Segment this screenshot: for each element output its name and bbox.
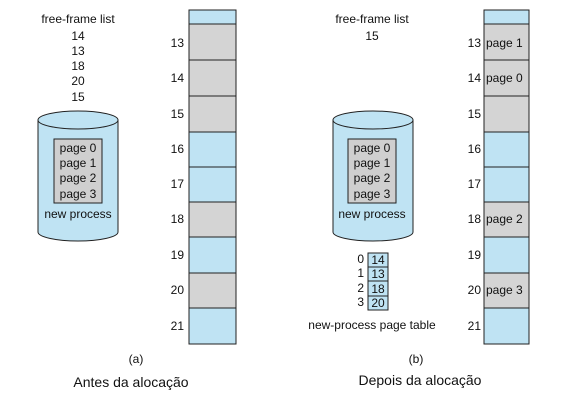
memory-frame-20 xyxy=(188,272,237,309)
new-process-cylinder-a: page 0 page 1 page 2 page 3 new process xyxy=(37,110,119,242)
frame-number: 17 xyxy=(171,177,185,191)
frame-content: page 2 xyxy=(486,212,523,226)
page-table: 0 1 2 3 14 13 18 20 new-process page tab… xyxy=(308,252,436,332)
cylinder-top xyxy=(332,110,414,130)
frame-number: 20 xyxy=(171,283,185,297)
page-table-frame: 18 xyxy=(371,282,385,296)
caption-b: Depois da alocação xyxy=(359,372,482,388)
cylinder-top xyxy=(37,110,119,130)
free-frame-list-title-b: free-frame list xyxy=(335,12,409,26)
memory-frame-14 xyxy=(188,59,237,97)
frame-number: 15 xyxy=(171,107,185,121)
page-table-frame: 13 xyxy=(371,267,385,281)
process-page-label: page 0 xyxy=(60,141,97,155)
page-table-cell xyxy=(367,295,389,311)
frame-number: 20 xyxy=(468,283,482,297)
frame-number: 21 xyxy=(171,319,185,333)
memory-frame-top xyxy=(483,9,530,25)
memory-frame-18 xyxy=(188,201,237,238)
free-frame-item: 18 xyxy=(71,59,85,73)
memory-frame-16 xyxy=(483,131,530,168)
memory-frame-20 xyxy=(483,272,530,309)
frame-number: 13 xyxy=(171,36,185,50)
sub-label-a: (a) xyxy=(129,352,144,366)
memory-frame-21 xyxy=(483,307,530,345)
memory-frame-14 xyxy=(483,59,530,97)
panel-a: free-frame list 14 13 18 20 15 page 0 pa… xyxy=(37,9,237,390)
free-frame-list-a: 14 13 18 20 15 xyxy=(71,29,85,104)
frame-number: 14 xyxy=(171,71,185,85)
free-frame-list-title-a: free-frame list xyxy=(41,12,115,26)
free-frame-item: 14 xyxy=(71,29,85,43)
memory-frame-21 xyxy=(188,307,237,345)
frame-number: 16 xyxy=(171,142,185,156)
page-table-label: new-process page table xyxy=(308,318,436,332)
frame-number: 16 xyxy=(468,142,482,156)
process-page-label: page 2 xyxy=(60,171,97,185)
page-table-index: 3 xyxy=(357,295,364,309)
process-pages-box xyxy=(53,138,103,204)
sub-label-b: (b) xyxy=(409,352,424,366)
frame-content: page 3 xyxy=(486,283,523,297)
frame-number: 21 xyxy=(468,319,482,333)
page-table-frame: 14 xyxy=(371,253,385,267)
free-frame-item: 20 xyxy=(71,74,85,88)
frame-content: page 1 xyxy=(486,36,523,50)
free-frame-item: 15 xyxy=(71,90,85,104)
free-frame-item: 13 xyxy=(71,44,85,58)
frame-number: 18 xyxy=(171,212,185,226)
frame-number: 14 xyxy=(468,71,482,85)
memory-frames-b: 13 14 15 16 17 18 19 20 21 page 1 page 0… xyxy=(468,9,530,345)
free-frame-item: 15 xyxy=(365,29,379,43)
process-pages-box xyxy=(347,138,397,204)
page-table-index: 1 xyxy=(357,266,364,280)
page-table-index: 0 xyxy=(357,252,364,266)
process-page-label: page 1 xyxy=(60,156,97,170)
page-table-index: 2 xyxy=(357,281,364,295)
process-page-label: page 3 xyxy=(354,187,391,201)
new-process-cylinder-b: page 0 page 1 page 2 page 3 new process xyxy=(332,110,414,242)
process-page-label: page 3 xyxy=(60,187,97,201)
memory-frame-17 xyxy=(483,166,530,203)
panel-b: free-frame list 15 page 0 page 1 page 2 … xyxy=(308,9,530,388)
memory-frame-19 xyxy=(483,236,530,274)
memory-frame-top xyxy=(188,9,237,25)
memory-frame-16 xyxy=(188,131,237,168)
free-frame-list-b: 15 xyxy=(365,29,379,43)
caption-a: Antes da alocação xyxy=(73,374,188,390)
frame-number: 13 xyxy=(468,36,482,50)
process-page-label: page 0 xyxy=(354,141,391,155)
page-table-frame: 20 xyxy=(371,296,385,310)
process-page-label: page 2 xyxy=(354,171,391,185)
memory-frame-17 xyxy=(188,166,237,203)
memory-frame-19 xyxy=(188,236,237,274)
frame-content: page 0 xyxy=(486,71,523,85)
new-process-label: new process xyxy=(338,207,405,221)
frame-number: 18 xyxy=(468,212,482,226)
process-page-label: page 1 xyxy=(354,156,391,170)
frame-number: 19 xyxy=(171,248,185,262)
new-process-label: new process xyxy=(44,207,111,221)
frame-number: 15 xyxy=(468,107,482,121)
memory-frame-15 xyxy=(188,95,237,133)
memory-frame-13 xyxy=(188,23,237,61)
frame-number: 19 xyxy=(468,248,482,262)
frame-number: 17 xyxy=(468,177,482,191)
memory-frame-15 xyxy=(483,95,530,133)
memory-frames-a: 13 14 15 16 17 18 19 20 21 xyxy=(171,9,237,345)
